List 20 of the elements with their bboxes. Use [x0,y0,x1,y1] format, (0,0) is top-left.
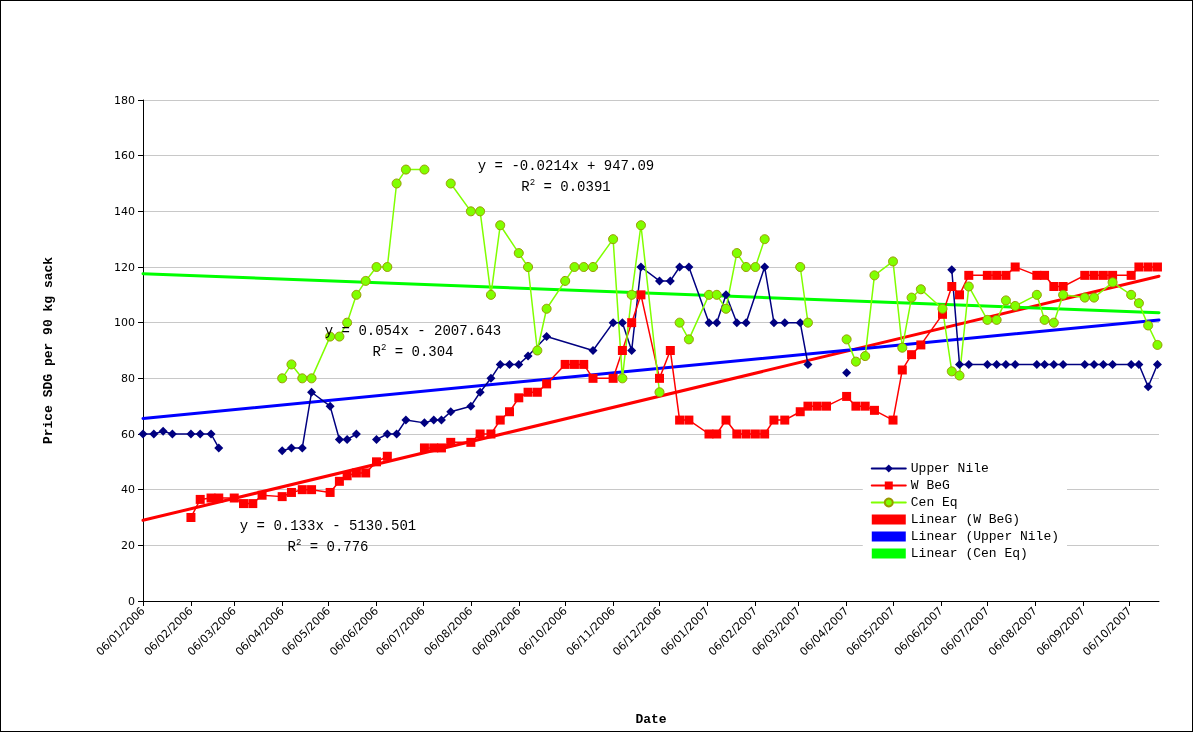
y-tick-label: 180 [114,93,135,107]
legend-label: W BeG [910,478,950,493]
y-tick-label: 140 [114,204,135,218]
legend-label: Upper Nile [910,461,989,476]
legend-label: Linear (Upper Nile) [910,529,1060,544]
y-tick-label: 160 [114,149,135,163]
y-tick-label: 80 [121,371,135,385]
legend-label: Linear (Cen Eq) [910,546,1028,561]
y-tick-label: 20 [121,538,135,552]
y-tick-label: 0 [128,594,135,608]
y-tick-label: 100 [114,316,135,330]
legend-label: Linear (W BeG) [910,512,1020,527]
x-axis-title: Date [635,712,667,727]
y-tick-label: 60 [121,427,135,441]
legend-label: Cen Eq [910,495,958,510]
annotation: y = -0.0214x + 947.09 [477,158,655,174]
y-tick-label: 40 [121,483,135,497]
annotation: y = 0.133x - 5130.501 [239,518,417,534]
y-tick-label: 120 [114,260,135,274]
y-axis-title: Price SDG per 90 kg sack [41,256,56,445]
